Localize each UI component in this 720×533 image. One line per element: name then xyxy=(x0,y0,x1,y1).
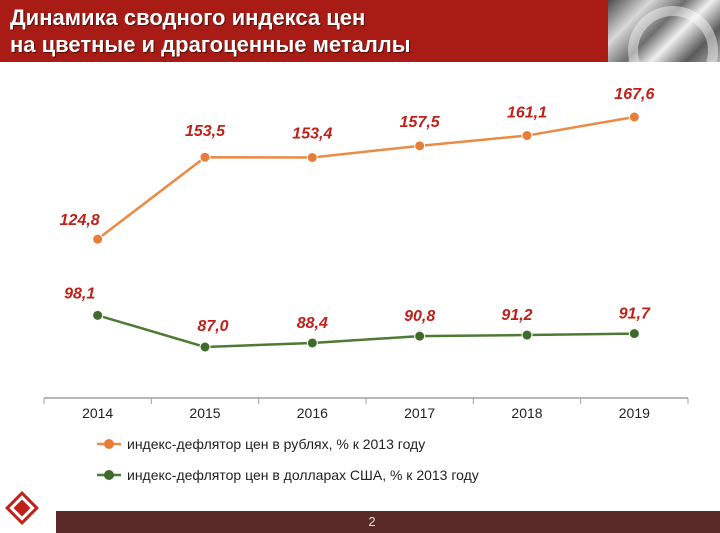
slide-title-line1: Динамика сводного индекса цен xyxy=(10,5,366,30)
price-index-chart: 2014 2015 2016 2017 2018 2019 124,8 153,5 153,4… xyxy=(43,86,689,483)
slide-header: Динамика сводного индекса цен на цветные… xyxy=(0,0,720,96)
data-point xyxy=(414,330,426,342)
data-point xyxy=(521,130,533,142)
legend-marker xyxy=(104,470,114,480)
data-point xyxy=(199,341,211,353)
legend-marker xyxy=(104,439,114,449)
data-label: 167,6 xyxy=(614,86,654,103)
slide-title-line2: на цветные и драгоценные металлы xyxy=(10,32,411,57)
data-label: 153,5 xyxy=(185,123,226,140)
chart-series xyxy=(92,111,640,353)
chart-axis: 2014 2015 2016 2017 2018 2019 xyxy=(43,397,689,421)
data-point xyxy=(306,337,318,349)
data-label: 91,2 xyxy=(501,307,532,324)
x-tick-label: 2017 xyxy=(404,405,435,421)
chart-data-labels: 124,8 153,5 153,4 157,5 161,1 167,6 98,1 87,0 88… xyxy=(60,86,655,335)
data-label: 98,1 xyxy=(64,285,95,302)
data-label: 157,5 xyxy=(400,114,441,131)
data-label: 88,4 xyxy=(297,315,328,332)
data-point xyxy=(628,328,640,340)
data-label: 91,7 xyxy=(619,306,651,323)
data-label: 161,1 xyxy=(507,105,547,122)
page-number: 2 xyxy=(368,514,376,529)
data-point xyxy=(306,152,318,164)
slide-title: Динамика сводного индекса цен на цветные… xyxy=(10,4,600,58)
x-tick-label: 2016 xyxy=(297,405,328,421)
data-label: 153,4 xyxy=(292,126,332,143)
data-label: 87,0 xyxy=(197,318,228,335)
data-point xyxy=(414,140,426,152)
x-tick-label: 2018 xyxy=(511,405,542,421)
x-tick-label: 2015 xyxy=(189,405,220,421)
data-label: 124,8 xyxy=(60,212,100,229)
chart-legend: индекс-дефлятор цен в рублях, % к 2013 г… xyxy=(97,436,479,483)
legend-label: индекс-дефлятор цен в долларах США, % к … xyxy=(127,467,479,483)
header-metal-photo xyxy=(608,0,720,96)
slide-footer: 2 xyxy=(0,511,720,533)
series-line-2 xyxy=(97,314,635,349)
data-point xyxy=(92,309,104,321)
data-label: 90,8 xyxy=(404,308,435,325)
legend-label: индекс-дефлятор цен в рублях, % к 2013 г… xyxy=(127,436,425,452)
x-tick-label: 2019 xyxy=(619,405,650,421)
data-point xyxy=(92,233,104,245)
data-point xyxy=(521,329,533,341)
data-point xyxy=(628,111,640,123)
x-tick-label: 2014 xyxy=(82,405,113,421)
data-point xyxy=(199,151,211,163)
series-line-1 xyxy=(96,115,635,241)
